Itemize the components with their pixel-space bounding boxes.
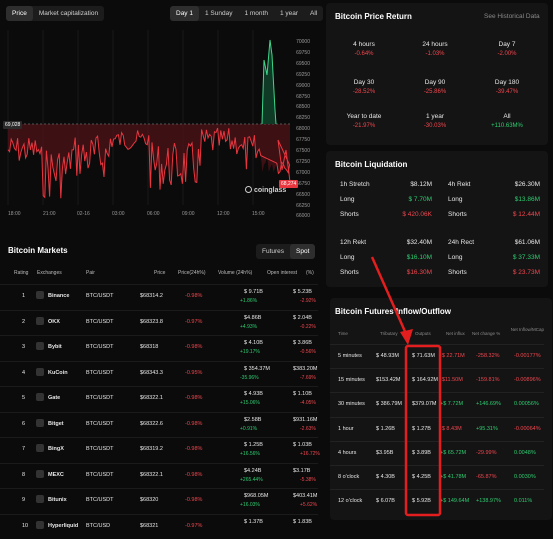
exchange-logo-icon <box>36 521 44 529</box>
annotation-highlight-box <box>406 346 440 515</box>
annotation-arrow <box>372 257 407 336</box>
annotation-arrow-head <box>400 329 413 345</box>
price-change: -0.97% <box>185 523 202 529</box>
pair: BTC/USD <box>86 523 110 529</box>
annotation-overlay <box>0 0 553 520</box>
exchange-name[interactable]: Hyperliquid <box>48 523 78 529</box>
rank: 10 <box>22 523 28 529</box>
price: $68321 <box>140 523 158 529</box>
